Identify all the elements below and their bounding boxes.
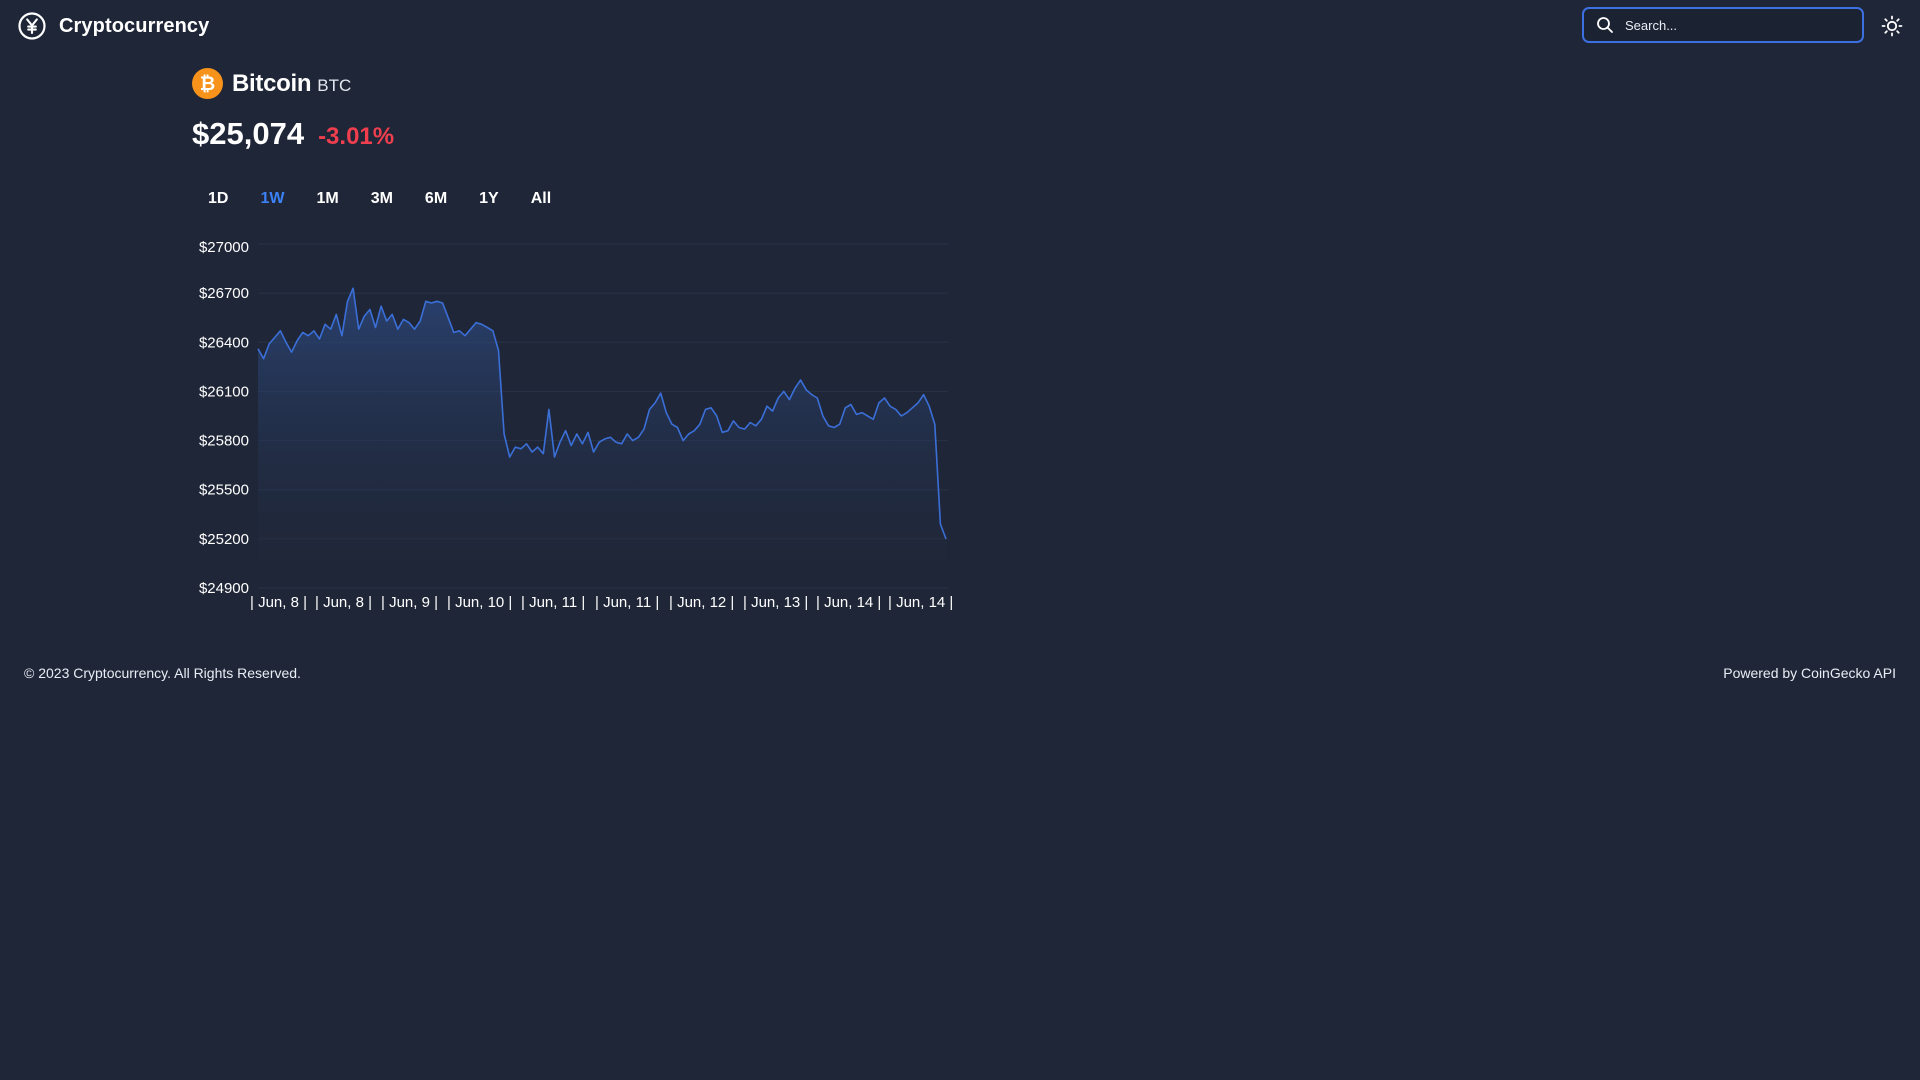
x-axis-tick-label: | Jun, 9 |: [381, 594, 438, 611]
coin-header: ₿ Bitcoin BTC: [192, 68, 351, 99]
price-change: -3.01%: [318, 123, 395, 150]
y-axis-tick-label: $25800: [199, 433, 249, 450]
x-axis-tick-label: | Jun, 14 |: [888, 594, 953, 611]
footer-copyright: © 2023 Cryptocurrency. All Rights Reserv…: [24, 665, 301, 681]
range-tab-6m[interactable]: 6M: [409, 186, 463, 212]
brand[interactable]: Cryptocurrency: [18, 12, 209, 40]
y-axis-tick-label: $26100: [199, 383, 249, 400]
range-tab-3m[interactable]: 3M: [355, 186, 409, 212]
x-axis-tick-label: | Jun, 8 |: [250, 594, 307, 611]
svg-text:₿: ₿: [200, 74, 215, 95]
y-axis-tick-label: $26700: [199, 285, 249, 302]
x-axis-tick-label: | Jun, 11 |: [595, 594, 659, 611]
search-icon: [1597, 17, 1613, 33]
x-axis-tick-label: | Jun, 8 |: [315, 594, 372, 611]
price-area-fill: [258, 288, 946, 588]
coin-symbol: BTC: [317, 75, 352, 95]
app-title: Cryptocurrency: [59, 14, 210, 37]
coin-name: Bitcoin: [232, 69, 312, 97]
search-box[interactable]: [1582, 7, 1864, 43]
y-axis-tick-label: $25200: [199, 531, 249, 548]
y-axis-tick-label: $24900: [199, 580, 249, 597]
x-axis-tick-label: | Jun, 12 |: [669, 594, 734, 611]
price-row: $25,074 -3.01%: [192, 116, 394, 152]
x-axis-tick-label: | Jun, 10 |: [447, 594, 512, 611]
x-axis-tick-label: | Jun, 13 |: [743, 594, 808, 611]
price-chart[interactable]: $27000 $26700 $26400 $26100 $25800 $25500 $252…: [0, 0, 1920, 640]
app-header: Cryptocurrency: [0, 0, 1920, 52]
price-line[interactable]: [257, 287, 947, 540]
y-axis-tick-label: $27000: [199, 239, 249, 256]
yen-coin-icon: [18, 12, 46, 40]
coin-price: $25,074: [192, 116, 305, 151]
time-range-tabs: 1D 1W 1M 3M 6M 1Y All: [192, 186, 567, 212]
sun-icon: [1881, 15, 1903, 37]
range-tab-1m[interactable]: 1M: [300, 186, 354, 212]
range-tab-1d[interactable]: 1D: [192, 186, 244, 212]
x-axis-tick-label: | Jun, 14 |: [816, 594, 881, 611]
x-axis-tick-label: | Jun, 11 |: [521, 594, 585, 611]
range-tab-1y[interactable]: 1Y: [463, 186, 515, 212]
y-axis-tick-label: $25500: [199, 482, 249, 499]
bitcoin-icon: ₿: [192, 68, 223, 99]
y-axis-tick-label: $26400: [199, 334, 249, 351]
range-tab-1w[interactable]: 1W: [244, 186, 300, 212]
theme-toggle-button[interactable]: [1881, 15, 1903, 37]
search-input[interactable]: [1623, 16, 1847, 34]
footer-powered-by: Powered by CoinGecko API: [1723, 665, 1896, 681]
range-tab-all[interactable]: All: [515, 186, 567, 212]
